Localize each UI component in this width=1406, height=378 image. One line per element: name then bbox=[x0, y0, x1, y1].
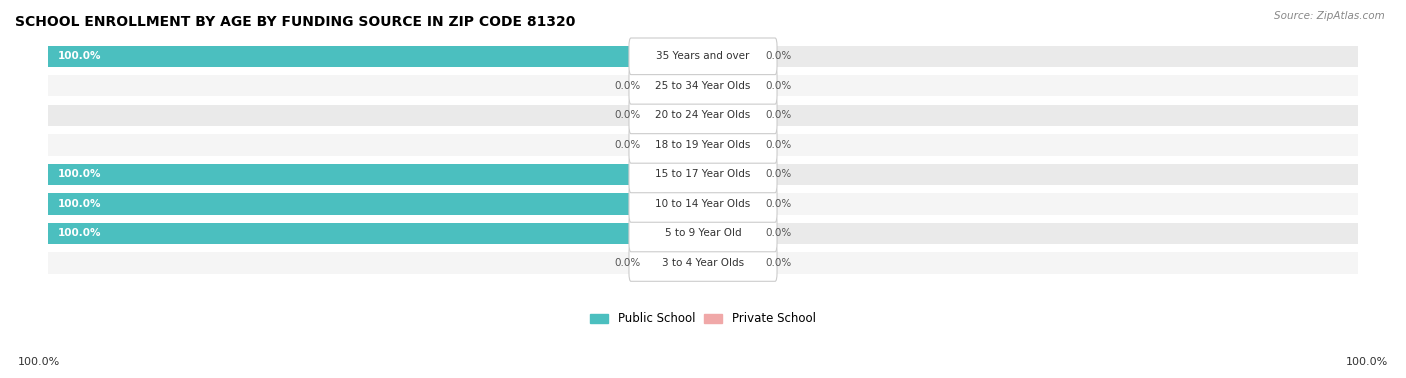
FancyBboxPatch shape bbox=[628, 127, 778, 163]
Text: 100.0%: 100.0% bbox=[58, 199, 101, 209]
Text: 35 Years and over: 35 Years and over bbox=[657, 51, 749, 61]
Bar bbox=[48, 46, 703, 67]
Bar bbox=[48, 75, 1358, 96]
Text: 100.0%: 100.0% bbox=[1346, 357, 1388, 367]
Text: 0.0%: 0.0% bbox=[614, 140, 641, 150]
Bar bbox=[651, 223, 703, 244]
Bar bbox=[48, 223, 703, 244]
FancyBboxPatch shape bbox=[628, 245, 778, 281]
Text: 0.0%: 0.0% bbox=[765, 258, 792, 268]
FancyBboxPatch shape bbox=[628, 68, 778, 104]
Bar bbox=[703, 105, 755, 126]
Bar bbox=[651, 75, 703, 96]
Bar bbox=[48, 134, 1358, 155]
Text: 15 to 17 Year Olds: 15 to 17 Year Olds bbox=[655, 169, 751, 180]
Text: SCHOOL ENROLLMENT BY AGE BY FUNDING SOURCE IN ZIP CODE 81320: SCHOOL ENROLLMENT BY AGE BY FUNDING SOUR… bbox=[15, 15, 575, 29]
Text: 0.0%: 0.0% bbox=[614, 110, 641, 120]
Text: 10 to 14 Year Olds: 10 to 14 Year Olds bbox=[655, 199, 751, 209]
FancyBboxPatch shape bbox=[628, 215, 778, 252]
Text: 20 to 24 Year Olds: 20 to 24 Year Olds bbox=[655, 110, 751, 120]
Bar bbox=[651, 193, 703, 215]
Legend: Public School, Private School: Public School, Private School bbox=[586, 308, 820, 330]
Bar bbox=[48, 164, 703, 185]
Text: 100.0%: 100.0% bbox=[58, 169, 101, 180]
Text: 18 to 19 Year Olds: 18 to 19 Year Olds bbox=[655, 140, 751, 150]
Text: 0.0%: 0.0% bbox=[765, 81, 792, 91]
Text: 0.0%: 0.0% bbox=[614, 258, 641, 268]
Bar bbox=[703, 46, 755, 67]
Text: 5 to 9 Year Old: 5 to 9 Year Old bbox=[665, 228, 741, 239]
Bar bbox=[703, 134, 755, 155]
Bar bbox=[651, 46, 703, 67]
Bar bbox=[703, 253, 755, 274]
Text: Source: ZipAtlas.com: Source: ZipAtlas.com bbox=[1274, 11, 1385, 21]
FancyBboxPatch shape bbox=[628, 97, 778, 134]
Text: 0.0%: 0.0% bbox=[765, 228, 792, 239]
Text: 0.0%: 0.0% bbox=[765, 199, 792, 209]
Bar bbox=[48, 253, 1358, 274]
Text: 100.0%: 100.0% bbox=[18, 357, 60, 367]
Text: 0.0%: 0.0% bbox=[765, 140, 792, 150]
Text: 25 to 34 Year Olds: 25 to 34 Year Olds bbox=[655, 81, 751, 91]
Bar bbox=[703, 193, 755, 215]
Text: 0.0%: 0.0% bbox=[765, 110, 792, 120]
Bar bbox=[703, 223, 755, 244]
FancyBboxPatch shape bbox=[628, 38, 778, 74]
Bar bbox=[48, 105, 1358, 126]
Bar bbox=[651, 253, 703, 274]
Text: 0.0%: 0.0% bbox=[614, 81, 641, 91]
Bar bbox=[48, 193, 703, 215]
Bar bbox=[48, 164, 1358, 185]
Text: 3 to 4 Year Olds: 3 to 4 Year Olds bbox=[662, 258, 744, 268]
Text: 0.0%: 0.0% bbox=[765, 169, 792, 180]
FancyBboxPatch shape bbox=[628, 186, 778, 222]
Bar bbox=[48, 223, 1358, 244]
Text: 100.0%: 100.0% bbox=[58, 51, 101, 61]
Text: 0.0%: 0.0% bbox=[765, 51, 792, 61]
Bar bbox=[651, 105, 703, 126]
Bar bbox=[651, 134, 703, 155]
FancyBboxPatch shape bbox=[628, 156, 778, 193]
Bar bbox=[703, 164, 755, 185]
Bar bbox=[48, 193, 1358, 215]
Bar bbox=[703, 75, 755, 96]
Bar bbox=[651, 164, 703, 185]
Text: 100.0%: 100.0% bbox=[58, 228, 101, 239]
Bar bbox=[48, 46, 1358, 67]
